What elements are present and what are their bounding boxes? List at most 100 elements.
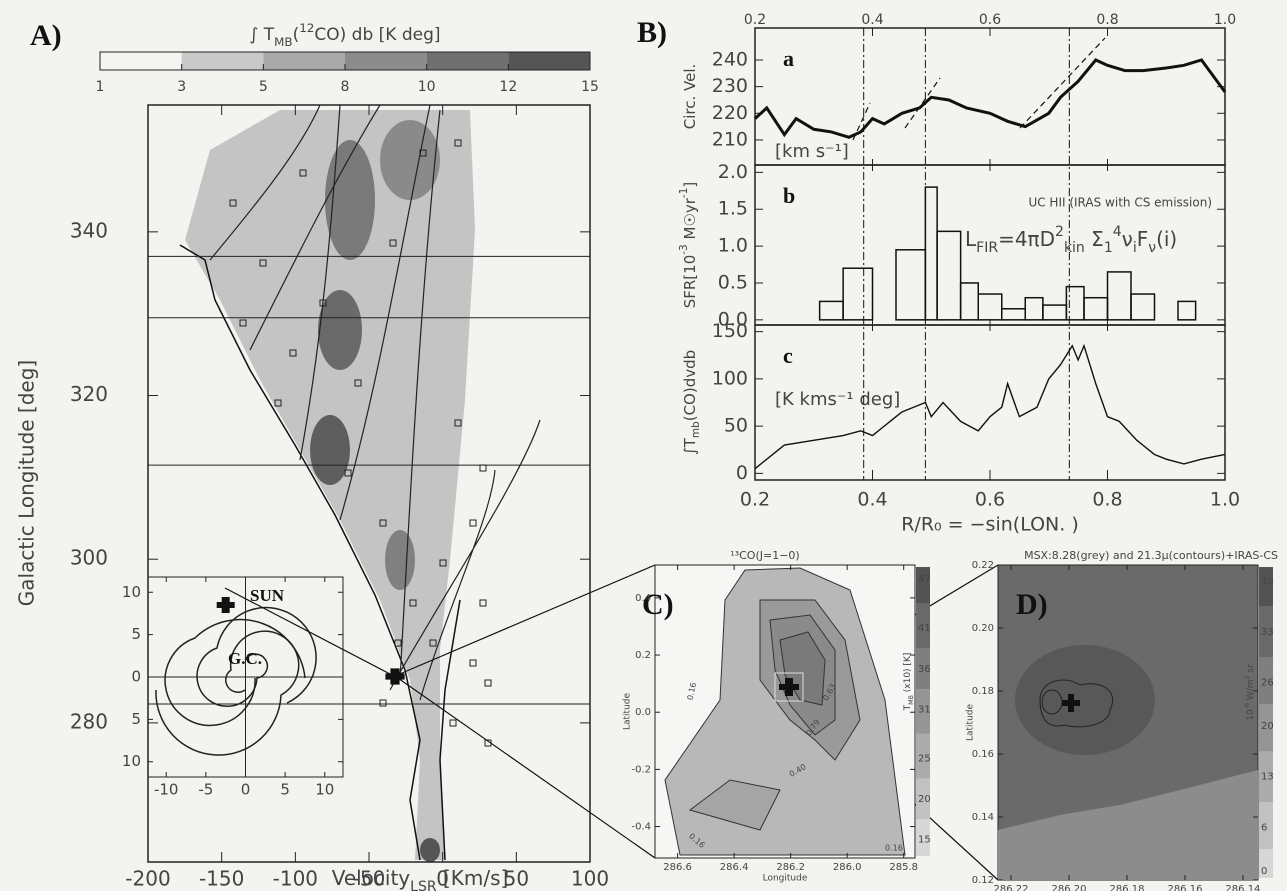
colorbar-segment xyxy=(263,52,345,70)
y-tick-label: -0.2 xyxy=(631,764,651,775)
x-axis-title: R/R₀ = −sin(LON. ) xyxy=(901,514,1079,536)
x-tick-label: 0 xyxy=(436,867,449,891)
colorbar-segment xyxy=(100,52,182,70)
x-tick-label: 0.2 xyxy=(744,12,766,28)
y-axis-title-part: SFR[10 xyxy=(681,255,699,309)
formula-part: L xyxy=(965,227,977,251)
y-axis-title-part: M☉yr xyxy=(681,197,699,244)
x-tick-label: 286.16 xyxy=(1167,884,1202,891)
emission-map xyxy=(179,104,541,862)
formula-part: =4πD xyxy=(998,227,1055,251)
y-axis-title-part: -1 xyxy=(678,188,690,198)
colorbar-tick-label: 31 xyxy=(918,704,931,715)
colorbar-title-part: 12 xyxy=(299,21,314,35)
colorbar-tick-label: 10 xyxy=(418,79,436,95)
panel-letter: b xyxy=(783,183,795,208)
unit-label: [km s⁻¹] xyxy=(775,141,849,162)
line-series xyxy=(753,58,1227,139)
colorbar-tick-label: 41 xyxy=(918,623,931,634)
colorbar-tick-label: 13 xyxy=(1261,772,1274,783)
formula-part: i xyxy=(1133,240,1137,256)
x-tick-label: 0.8 xyxy=(1092,489,1122,511)
colorbar-tick-label: 40 xyxy=(1261,576,1274,587)
x-tick-label: 0.4 xyxy=(857,489,887,511)
colorbar-title: ∫ TMB(12CO) db [K deg] xyxy=(250,21,441,49)
y-axis-title-part: mb xyxy=(690,421,702,438)
y-tick-label: -0.4 xyxy=(631,822,651,833)
y-axis-title-part: (CO)dvdb xyxy=(681,350,699,421)
panel-label: A) xyxy=(30,19,62,52)
colorbar-tick-label: 12 xyxy=(499,79,517,95)
x-tick-label: 286.22 xyxy=(994,884,1029,891)
x-tick-label: 286.6 xyxy=(663,862,692,873)
colorbar-tick-label: 47 xyxy=(918,574,931,585)
x-tick-label: -5 xyxy=(198,781,213,799)
trend-arrows xyxy=(852,37,1106,141)
colorbar-segment xyxy=(181,52,264,70)
colorbar-segment xyxy=(1259,567,1273,607)
y-tick-label: 0.0 xyxy=(635,707,651,718)
colorbar-tick-label: 25 xyxy=(918,753,931,764)
histogram-bar xyxy=(1177,300,1197,321)
panel-title: ¹³CO(J=1−0) xyxy=(730,549,799,562)
formula-part: kin xyxy=(1064,240,1085,256)
histogram-bar xyxy=(936,230,962,321)
y-tick-label: 220 xyxy=(712,102,748,124)
colorbar-segment xyxy=(916,567,930,604)
x-tick-label: -150 xyxy=(199,867,244,891)
colorbar-tick-label: 26 xyxy=(1261,678,1274,689)
x-tick-label: 0.6 xyxy=(979,12,1001,28)
colorbar-segment xyxy=(1259,657,1273,705)
y-tick-label: 10 xyxy=(122,752,141,770)
colorbar-label-part: MB xyxy=(908,695,915,705)
colorbar-tick-label: 8 xyxy=(341,79,350,95)
x-axis-title-part: LSR xyxy=(410,879,437,891)
msx-image xyxy=(997,564,1259,881)
gc-label: G.C. xyxy=(228,649,262,668)
colorbar-label-part: 2 xyxy=(1244,675,1251,679)
y-tick-label: 2.0 xyxy=(718,161,748,183)
y-tick-label: 240 xyxy=(712,48,748,70)
panel-letter: c xyxy=(783,343,793,368)
sun-marker xyxy=(216,596,235,613)
y-tick-label: 280 xyxy=(70,709,108,733)
y-axis-title-part: ] xyxy=(681,182,699,188)
y-axis-title: ∫Tmb(CO)dvdb xyxy=(681,350,703,455)
formula-part: 1 xyxy=(1104,240,1113,256)
y-tick-label: 0.14 xyxy=(972,812,994,823)
colorbar-segment xyxy=(1259,704,1273,752)
y-tick-label: 210 xyxy=(712,128,748,150)
y-tick-label: 0.12 xyxy=(972,875,994,886)
contour-label: 0.16 xyxy=(686,682,699,701)
colorbar-segment xyxy=(916,603,930,649)
panel-title: MSX:8.28(grey) and 21.3μ(contours)+IRAS-… xyxy=(1024,549,1278,562)
y-tick-label: 0 xyxy=(736,462,748,484)
y-axis-title-part: Circ. Vel. xyxy=(681,64,699,130)
formula-part: (i) xyxy=(1156,227,1177,251)
formula-part: 4 xyxy=(1113,224,1122,240)
y-axis-title-part: -3 xyxy=(678,244,690,254)
y-tick-label: 0.18 xyxy=(972,686,994,697)
y-tick-label: 1.5 xyxy=(718,198,748,220)
x-tick-label: 285.8 xyxy=(889,862,918,873)
x-tick-label: 286.0 xyxy=(833,862,862,873)
y-tick-label: 0 xyxy=(131,668,141,686)
x-tick-label: 100 xyxy=(571,867,609,891)
x-tick-label: 1.0 xyxy=(1214,12,1236,28)
histogram-bar xyxy=(1130,293,1156,321)
colorbar-tick-label: 15 xyxy=(581,79,599,95)
y-axis-title: Circ. Vel. xyxy=(681,64,699,130)
colorbar-label: 10-6 W/m2 sr xyxy=(1244,664,1256,721)
x-tick-label: 50 xyxy=(504,867,529,891)
y-axis-title: Galactic Longitude [deg] xyxy=(15,360,39,606)
x-tick-label: -100 xyxy=(273,867,318,891)
colorbar-segment xyxy=(916,778,930,820)
colorbar-label: TMB (x10) [K] xyxy=(903,653,915,712)
x-tick-label: 286.14 xyxy=(1225,884,1260,891)
colorbar-segment xyxy=(916,733,930,779)
colorbar-segment xyxy=(426,52,509,70)
y-tick-label: 150 xyxy=(712,320,748,342)
colorbar-segment xyxy=(916,689,930,734)
histogram-bar xyxy=(977,293,1003,321)
